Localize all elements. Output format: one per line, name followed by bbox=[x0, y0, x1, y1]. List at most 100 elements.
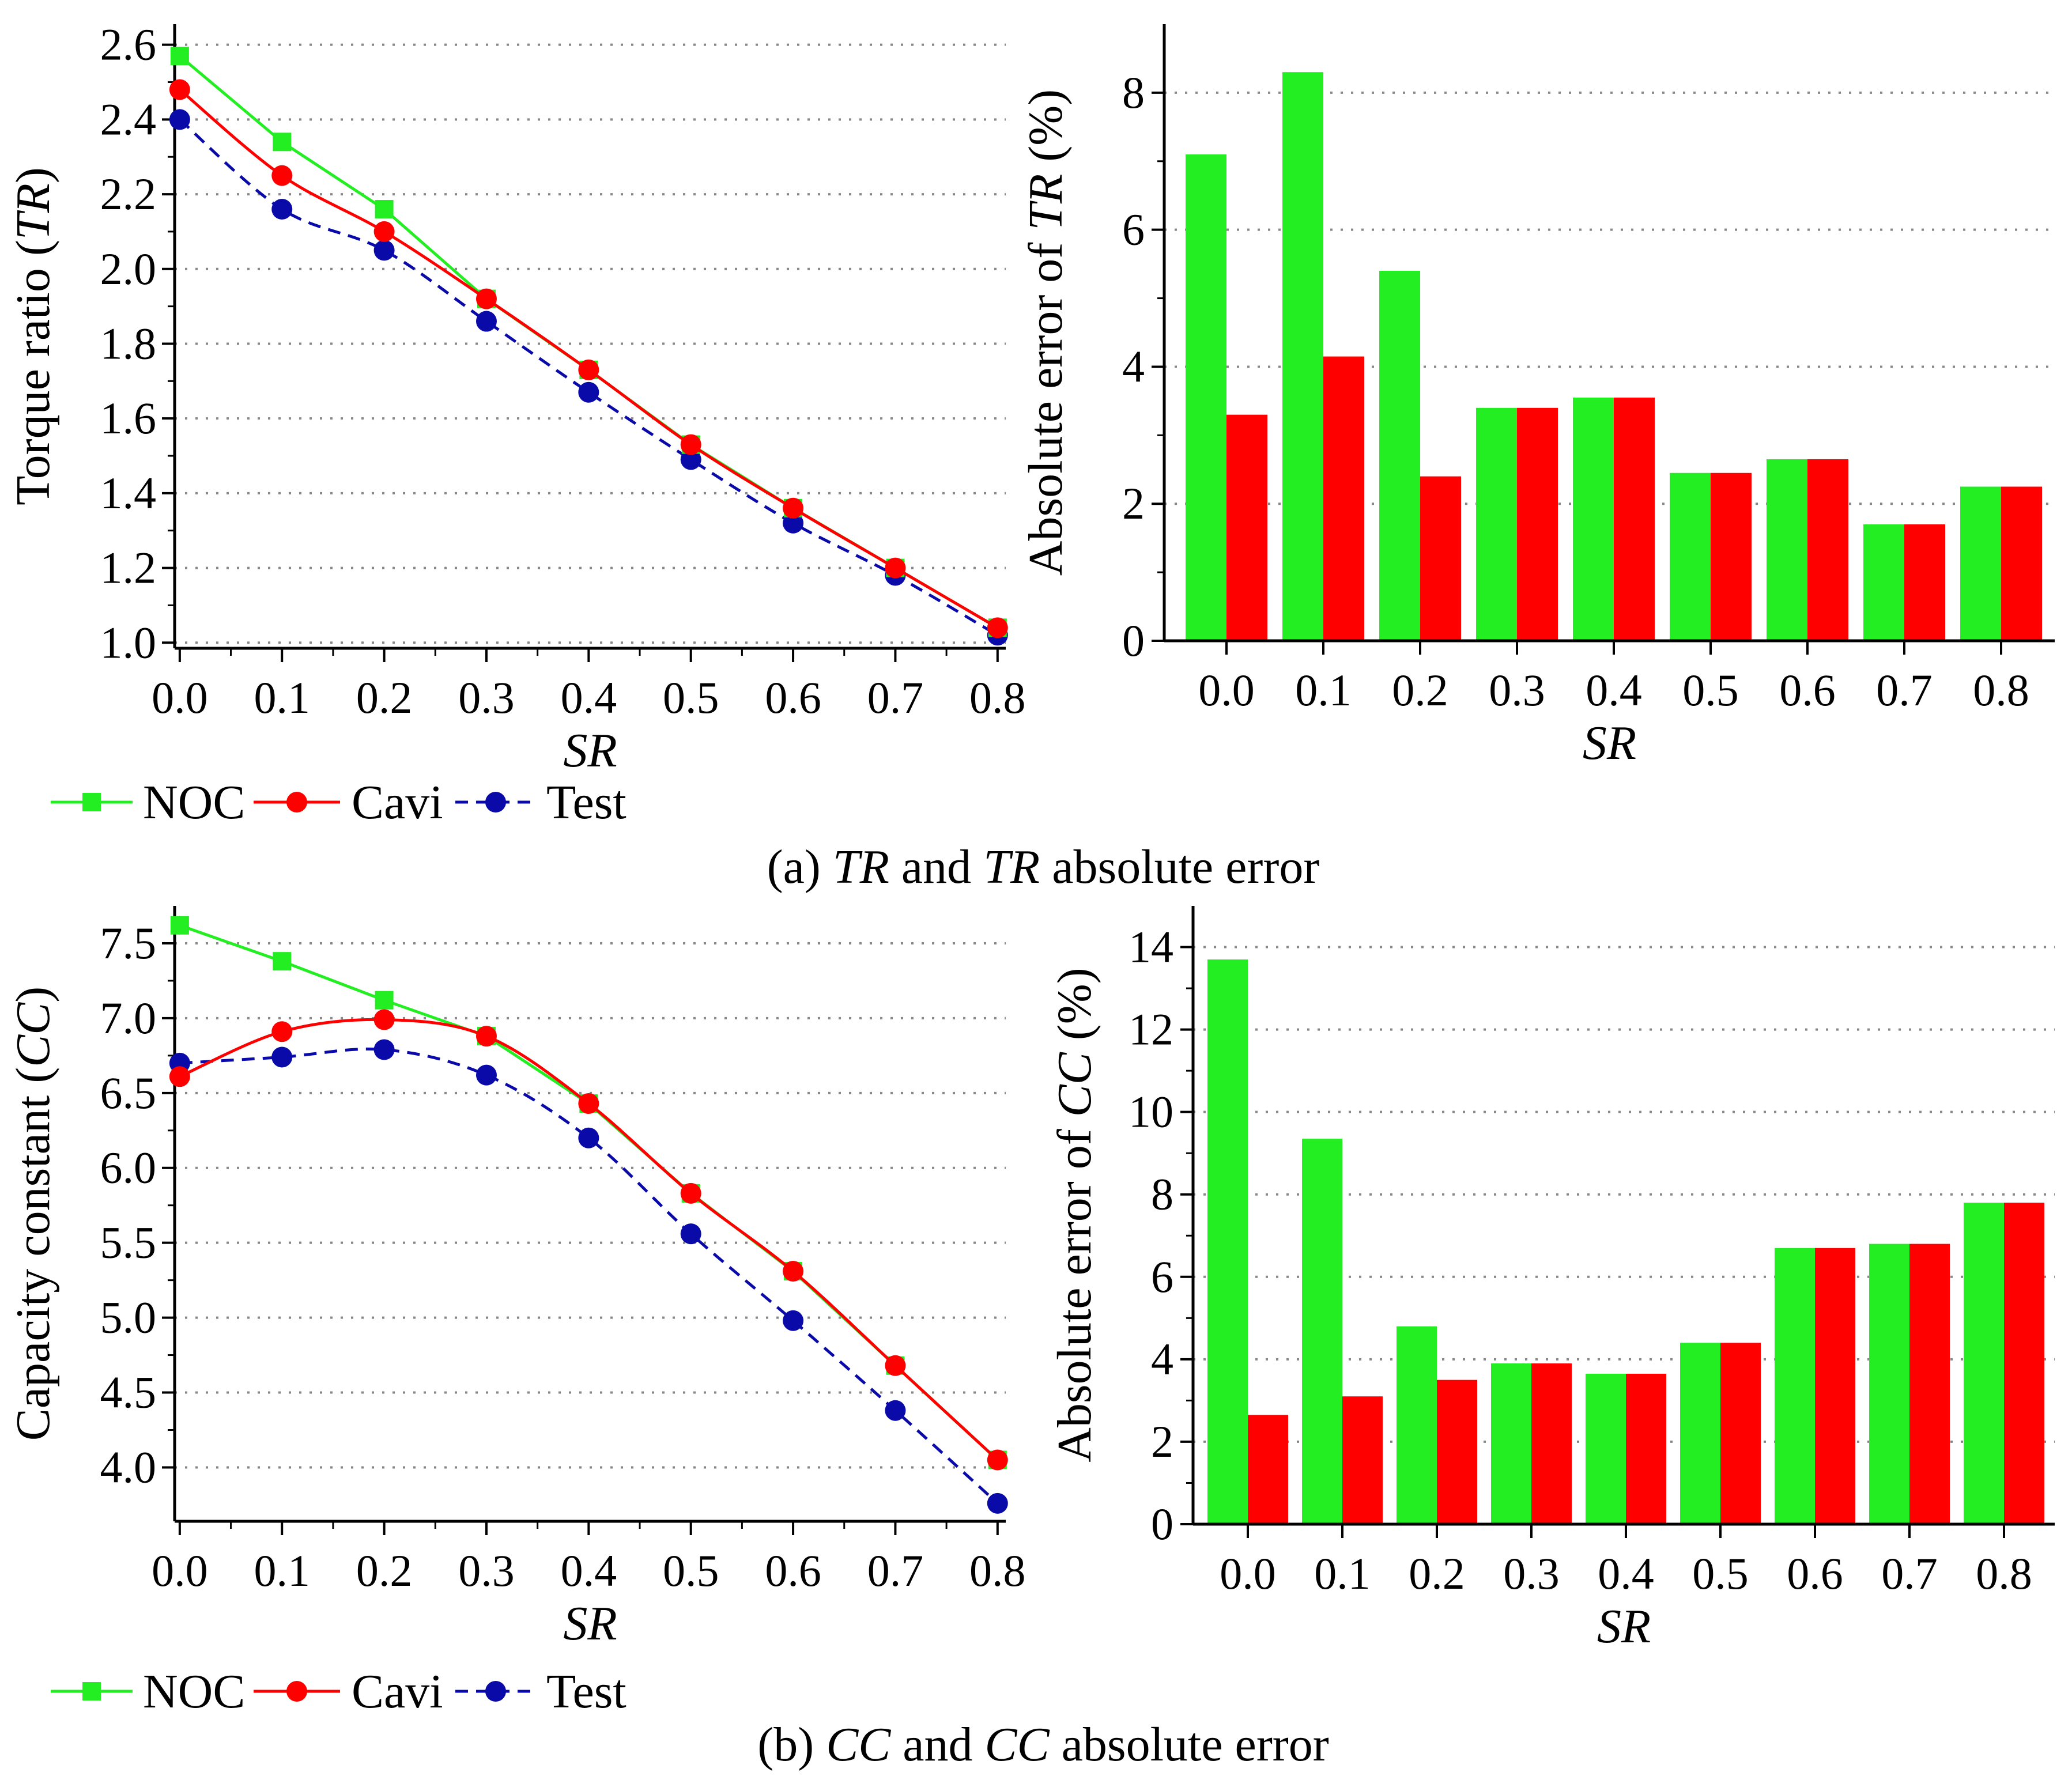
caption-b-var1: CC bbox=[826, 1718, 891, 1771]
cc-bar-ytick-label: 14 bbox=[1129, 922, 1173, 972]
cc-bar-ytick-label: 6 bbox=[1151, 1252, 1173, 1302]
tr-bar-bar-noc bbox=[1476, 407, 1517, 641]
tr-line-series-cavi-point bbox=[578, 359, 599, 380]
tr-line-series-test-point bbox=[169, 109, 190, 130]
tr-bar-xtick-label: 0.3 bbox=[1489, 665, 1545, 715]
tr-line-ytick-label: 1.2 bbox=[100, 543, 157, 593]
cc-bar-xtick-label: 0.3 bbox=[1503, 1548, 1560, 1599]
cc-line-series-cavi-point bbox=[578, 1093, 599, 1114]
cc-line-series-test-point bbox=[475, 1064, 497, 1086]
tr-line-xtick-label: 0.3 bbox=[458, 672, 515, 723]
tr-bar-bar-noc bbox=[1186, 154, 1226, 641]
tr-line-series-test-point bbox=[783, 512, 804, 534]
tr-line-series-cavi-point bbox=[373, 221, 395, 242]
cc-line-series-test-point bbox=[373, 1039, 395, 1060]
cc-line-ylabel-suffix: ) bbox=[6, 987, 60, 1003]
cc-line-ylabel: Capacity constant (CC) bbox=[6, 987, 60, 1441]
tr-line-series-noc-line bbox=[179, 55, 999, 629]
cc-line-series-cavi-point bbox=[475, 1026, 497, 1047]
tr-bar-xtick-label: 0.8 bbox=[1973, 665, 2029, 715]
tr-line-chart: 1.0 1.2 1.4 1.6 1.8 2.0 2.2 2.4 2.6 0.0 0.1 0.2 0.3 0… bbox=[6, 20, 1026, 777]
tr-line-xtick-label: 0.5 bbox=[663, 672, 719, 723]
tr-bar-bar-cavi bbox=[2001, 486, 2042, 641]
cc-bar-bar-cavi bbox=[1437, 1380, 1477, 1524]
legend-a: NOC Cavi Test bbox=[51, 776, 626, 829]
cc-bar-bar-cavi bbox=[1909, 1244, 1950, 1524]
caption-b-var2: CC bbox=[985, 1718, 1050, 1771]
tr-bar-xtick-label: 0.5 bbox=[1682, 665, 1739, 715]
a-legend-cavi-label: Cavi bbox=[352, 776, 443, 829]
cc-bar-bar-noc bbox=[1775, 1248, 1815, 1524]
tr-line-series-noc-point bbox=[375, 200, 394, 219]
cc-bar-xtick-label: 0.8 bbox=[1976, 1548, 2032, 1599]
cc-line-ytick-label: 6.0 bbox=[100, 1143, 157, 1193]
cc-line-series-noc-point bbox=[375, 991, 394, 1010]
cc-line-ytick-label: 7.5 bbox=[100, 918, 157, 968]
tr-bar-xtick-label: 0.0 bbox=[1198, 665, 1255, 715]
tr-line-xtick-label: 0.6 bbox=[765, 672, 821, 723]
a-legend-noc-marker bbox=[82, 793, 101, 811]
tr-bar-ytick-label: 8 bbox=[1122, 67, 1145, 118]
tr-bar-bar-cavi bbox=[1904, 524, 1945, 641]
cc-line-ytick-label: 5.5 bbox=[100, 1218, 157, 1268]
b-legend-noc-label: NOC bbox=[143, 1665, 245, 1718]
cc-bar-bar-noc bbox=[1302, 1139, 1342, 1524]
tr-line-series-noc-point bbox=[170, 47, 189, 66]
tr-line-series-cavi-point bbox=[680, 434, 701, 455]
cc-line-series-cavi-point bbox=[373, 1009, 395, 1030]
cc-bar-ytick-label: 8 bbox=[1151, 1169, 1173, 1219]
tr-bar-ylabel-var: TR bbox=[1019, 174, 1073, 230]
cc-line-xlabel: SR bbox=[563, 1597, 617, 1650]
cc-bar-ytick-label: 10 bbox=[1129, 1087, 1173, 1137]
tr-bar-bar-noc bbox=[1960, 486, 2001, 641]
caption-a: (a) TR and TR absolute error bbox=[767, 840, 1320, 894]
cc-line-ylabel-prefix: Capacity constant ( bbox=[6, 1067, 60, 1441]
cc-bar-bar-cavi bbox=[1248, 1415, 1288, 1524]
tr-line-ytick-label: 1.0 bbox=[100, 617, 157, 667]
tr-bar-bar-cavi bbox=[1323, 356, 1364, 641]
cc-bar-xtick-label: 0.2 bbox=[1409, 1548, 1465, 1599]
a-legend-cavi-marker bbox=[286, 792, 307, 813]
tr-line-series-cavi-point bbox=[271, 165, 293, 186]
tr-bar-bar-noc bbox=[1282, 72, 1323, 641]
cc-line-series-test-point bbox=[987, 1492, 1008, 1514]
tr-bar-ytick-label: 6 bbox=[1122, 205, 1145, 255]
cc-bar-ytick-label: 0 bbox=[1151, 1499, 1173, 1549]
tr-line-ytick-label: 1.4 bbox=[100, 468, 157, 518]
cc-bar-ylabel: Absolute error of CC (%) bbox=[1048, 968, 1101, 1462]
cc-bar-bar-noc bbox=[1491, 1363, 1531, 1524]
tr-bar-bar-cavi bbox=[1807, 459, 1848, 641]
b-legend-test-marker bbox=[485, 1681, 506, 1702]
tr-line-xtick-label: 0.1 bbox=[254, 672, 310, 723]
cc-line-series-cavi-line bbox=[179, 1018, 999, 1461]
tr-bar-xtick-label: 0.1 bbox=[1295, 665, 1352, 715]
tr-line-ylabel: Torque ratio (TR) bbox=[6, 167, 60, 505]
cc-line-xtick-label: 0.0 bbox=[152, 1546, 208, 1596]
cc-line-series-noc-point bbox=[170, 916, 189, 935]
cc-bar-bar-cavi bbox=[1815, 1248, 1855, 1524]
tr-line-ytick-label: 2.4 bbox=[100, 94, 157, 144]
cc-bar-ylabel-var: CC bbox=[1048, 1052, 1101, 1117]
tr-bar-xtick-label: 0.4 bbox=[1586, 665, 1642, 715]
b-legend-noc-marker bbox=[82, 1682, 101, 1701]
tr-line-series-cavi-point bbox=[475, 288, 497, 309]
cc-line-series-cavi-point bbox=[987, 1449, 1008, 1471]
tr-line-xtick-label: 0.2 bbox=[356, 672, 413, 723]
cc-bar-ytick-label: 2 bbox=[1151, 1416, 1173, 1467]
cc-bar-bar-cavi bbox=[1720, 1343, 1761, 1524]
tr-bar-bar-cavi bbox=[1420, 476, 1461, 641]
caption-b: (b) CC and CC absolute error bbox=[757, 1718, 1329, 1771]
caption-b-suffix: absolute error bbox=[1050, 1718, 1329, 1771]
caption-a-suffix: absolute error bbox=[1040, 840, 1319, 894]
cc-line-series-test-point bbox=[578, 1127, 599, 1148]
b-legend-cavi-marker bbox=[286, 1681, 307, 1702]
cc-line-series-cavi-point bbox=[271, 1021, 293, 1042]
cc-bar-bar-noc bbox=[1964, 1203, 2004, 1524]
tr-line-series-test-line bbox=[179, 118, 999, 637]
cc-line-xtick-label: 0.5 bbox=[663, 1546, 719, 1596]
cc-bar-ylabel-prefix: Absolute error of bbox=[1048, 1117, 1101, 1462]
tr-bar-xlabel: SR bbox=[1583, 716, 1636, 770]
tr-line-series-cavi-point bbox=[783, 497, 804, 519]
cc-line-ytick-label: 7.0 bbox=[100, 993, 157, 1043]
